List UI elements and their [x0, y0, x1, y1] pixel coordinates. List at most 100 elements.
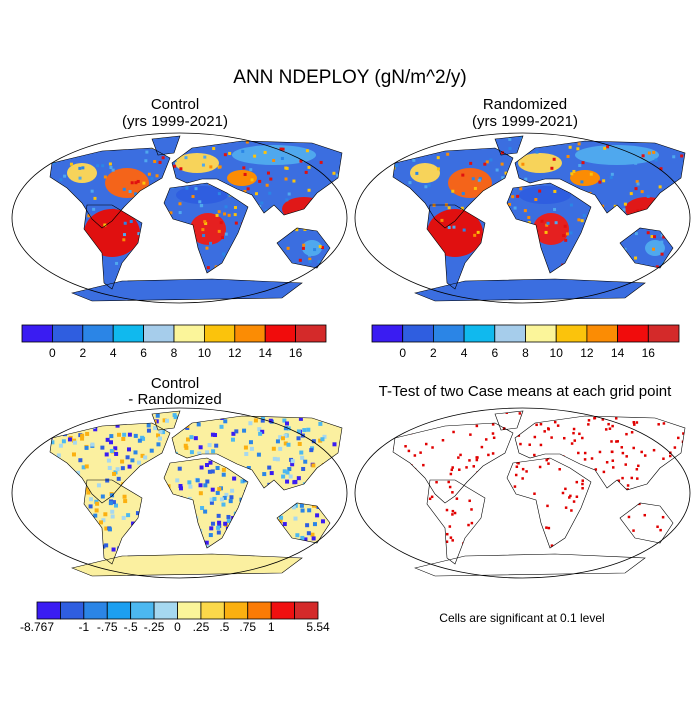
colorbar-box	[83, 601, 108, 620]
sig-cell	[492, 436, 496, 440]
sig-cell	[487, 453, 490, 457]
field-cell	[317, 260, 321, 264]
colorbar-label: 8	[522, 346, 529, 360]
field-cell	[315, 140, 319, 144]
sig-cell	[608, 427, 612, 430]
field-cell	[156, 433, 161, 438]
field-cell	[447, 206, 451, 210]
field-cell	[189, 450, 194, 455]
sig-cell	[470, 508, 473, 511]
field-cell	[446, 152, 450, 156]
field-cell	[78, 137, 82, 141]
field-cell	[60, 542, 65, 547]
field-cell	[278, 136, 282, 138]
field-cell	[204, 222, 208, 226]
field-cell	[44, 540, 48, 544]
field-cell	[676, 259, 680, 263]
sig-cell	[574, 523, 578, 527]
coastline	[506, 182, 592, 274]
field-cell	[81, 465, 86, 470]
field-cell	[248, 537, 253, 542]
field-cell	[59, 530, 64, 535]
field-cell	[385, 191, 388, 194]
field-cell	[80, 436, 85, 441]
field-cell	[339, 526, 342, 531]
map-border	[11, 132, 348, 304]
field-cell	[130, 181, 134, 185]
sig-cell	[607, 422, 610, 426]
sig-cell	[494, 546, 498, 550]
field-cell	[589, 253, 593, 257]
field-cell	[254, 258, 258, 262]
field-cell	[635, 180, 639, 184]
field-cell	[182, 150, 186, 154]
field-cell	[277, 225, 281, 229]
field-cell	[98, 520, 103, 525]
field-cell	[285, 479, 290, 484]
field-cell	[523, 209, 527, 213]
field-cell	[473, 233, 477, 237]
field-cell	[634, 256, 638, 260]
colorbar-box	[203, 324, 236, 343]
sig-cell	[620, 545, 624, 548]
field-cell	[258, 431, 263, 436]
field-cell	[84, 487, 89, 492]
field-cell	[14, 543, 18, 547]
sig-cell	[363, 413, 366, 416]
field-cell	[92, 207, 96, 211]
field-cell	[264, 208, 268, 212]
field-cell	[310, 532, 315, 537]
sig-cell	[457, 456, 460, 459]
field-cell	[184, 156, 188, 160]
field-cell	[511, 136, 515, 137]
sig-cell	[423, 496, 427, 499]
field-cell	[219, 221, 223, 225]
field-cell	[77, 136, 81, 140]
field-cell	[303, 459, 308, 464]
field-cell	[34, 144, 37, 147]
sig-cell	[682, 432, 685, 435]
field-cell	[115, 467, 120, 472]
coastline	[414, 553, 646, 577]
field-cell	[219, 424, 224, 429]
field-cell	[73, 528, 78, 533]
field-cell	[302, 243, 306, 247]
field-cell	[240, 479, 245, 484]
colorbar-label: 4	[461, 346, 468, 360]
field-cell	[216, 525, 221, 530]
coastline	[71, 553, 303, 577]
field-cell	[263, 150, 267, 154]
field-cell	[103, 223, 107, 227]
field-cell	[307, 411, 312, 416]
sig-cell	[513, 485, 517, 488]
field-cell	[169, 516, 174, 521]
field-cell	[289, 495, 294, 500]
sig-cell	[621, 451, 625, 455]
field-cell	[525, 136, 529, 138]
sig-cell	[539, 443, 543, 447]
field-cell	[95, 234, 99, 238]
field-cell	[396, 189, 400, 193]
sig-cell	[468, 421, 471, 425]
field-cell	[234, 262, 238, 266]
sig-cell	[666, 512, 670, 515]
sig-cell	[386, 417, 389, 420]
field-cell	[246, 232, 250, 236]
sig-cell	[405, 474, 409, 478]
field-cell	[187, 507, 192, 512]
field-cell	[56, 453, 61, 458]
field-cell	[131, 144, 135, 148]
field-cell	[73, 520, 78, 525]
field-cell	[552, 157, 556, 161]
field-cell	[500, 162, 504, 166]
field-cell	[260, 418, 265, 423]
field-cell	[284, 421, 289, 426]
field-cell	[216, 456, 221, 461]
field-cell	[80, 517, 85, 522]
field-cell	[266, 268, 270, 272]
field-cell	[253, 418, 258, 423]
colorbar-label: -1	[78, 620, 89, 634]
sig-cell	[589, 535, 592, 539]
field-cell	[64, 491, 69, 496]
field-cell	[103, 175, 107, 179]
